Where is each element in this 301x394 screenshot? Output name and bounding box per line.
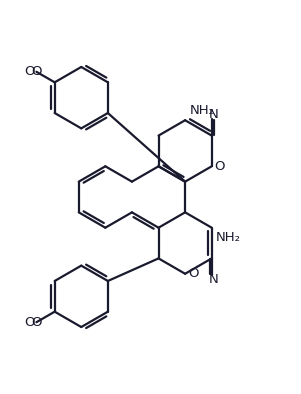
- Text: O: O: [188, 267, 199, 280]
- Text: N: N: [208, 273, 218, 286]
- Text: O: O: [24, 65, 35, 78]
- Text: N: N: [208, 108, 218, 121]
- Text: NH₂: NH₂: [216, 231, 241, 244]
- Text: NH₂: NH₂: [190, 104, 215, 117]
- Text: O: O: [31, 316, 42, 329]
- Text: O: O: [24, 316, 35, 329]
- Text: O: O: [215, 160, 225, 173]
- Text: O: O: [31, 65, 42, 78]
